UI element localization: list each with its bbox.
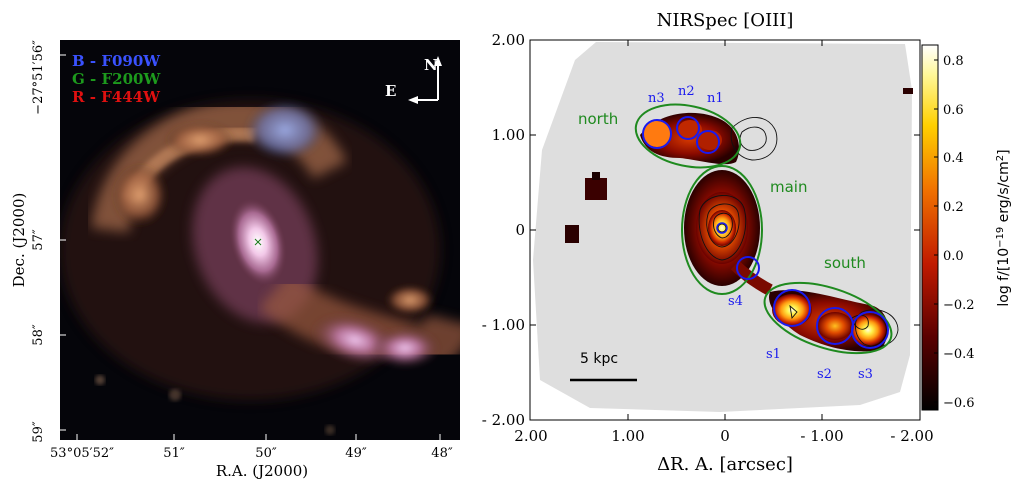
colorbar-tick-3: 0.4 — [943, 151, 964, 166]
legend-green-filter: G - F200W — [72, 70, 161, 88]
colorbar-gradient — [921, 44, 939, 411]
colorbar-tick-1: 0.8 — [943, 54, 964, 69]
map-x-tick-5: - 2.00 — [890, 427, 933, 445]
scale-bar-label: 5 kpc — [580, 351, 618, 367]
aperture-label-s1: s1 — [766, 347, 781, 362]
map-x-tick-1: 2.00 — [514, 427, 547, 445]
left-x-tick-4: 49″ — [345, 446, 367, 461]
spectral-apertures — [642, 116, 889, 349]
emission-map — [533, 42, 913, 412]
map-y-tick-1: 2.00 — [492, 31, 525, 49]
map-x-tick-4: - 1.00 — [800, 427, 843, 445]
map-x-axis-label: ΔR. A. [arcsec] — [657, 454, 793, 475]
isolated-emission-3 — [903, 88, 913, 94]
colorbar-tick-6: −0.2 — [943, 298, 975, 313]
region-label-north: north — [578, 110, 618, 128]
compass-east-label: E — [385, 82, 396, 100]
colorbar-tick-5: 0.0 — [943, 249, 964, 264]
galaxy-image — [60, 99, 460, 435]
map-axis-ticks — [530, 40, 920, 420]
main-region-ellipse — [681, 165, 763, 295]
colorbar-tick-7: −0.4 — [943, 347, 975, 362]
aperture-s1 — [773, 289, 811, 327]
map-y-tick-3: 0 — [515, 221, 525, 239]
region-label-main: main — [770, 178, 807, 196]
map-y-tick-2: 1.00 — [492, 126, 525, 144]
map-x-tick-2: 1.00 — [611, 427, 644, 445]
left-x-tick-3: 50″ — [255, 446, 277, 461]
aperture-s3 — [851, 311, 889, 349]
map-y-tick-4: - 1.00 — [482, 316, 525, 334]
region-label-south: south — [824, 254, 866, 272]
aperture-label-n1: n1 — [707, 91, 724, 106]
filter-legend: B - F090W G - F200W R - F444W — [72, 52, 161, 106]
aperture-s4 — [736, 256, 760, 280]
left-y-tick-1: −27°51′56″ — [31, 40, 46, 115]
north-arrowhead-icon — [434, 56, 442, 66]
left-y-tick-2: 57″ — [31, 229, 46, 251]
left-x-axis-label: R.A. (J2000) — [216, 462, 308, 480]
colorbar-ticks — [934, 59, 938, 403]
aperture-label-n2: n2 — [678, 84, 695, 99]
map-x-tick-labels: 2.00 1.00 0 - 1.00 - 2.00 — [514, 427, 933, 445]
colorbar-tick-labels: 0.8 0.6 0.4 0.2 0.0 −0.2 −0.4 −0.6 — [943, 54, 975, 411]
south-region-ellipse — [763, 281, 893, 355]
left-frame-ticks — [60, 54, 441, 440]
map-y-tick-5: - 2.00 — [482, 411, 525, 429]
aperture-n3 — [642, 119, 672, 149]
colorbar: 0.8 0.6 0.4 0.2 0.0 −0.2 −0.4 −0.6 log f… — [921, 44, 1012, 411]
colorbar-tick-2: 0.6 — [943, 103, 964, 118]
map-y-tick-labels: 2.00 1.00 0 - 1.00 - 2.00 — [482, 31, 525, 429]
north-region-ellipse — [634, 103, 742, 169]
colorbar-label: log f/[10−19 erg/s/cm2] — [995, 149, 1012, 306]
compass: N E — [385, 56, 442, 104]
colorbar-tick-4: 0.2 — [943, 200, 964, 215]
oiii-map-title: NIRSpec [OIII] — [657, 10, 794, 31]
isolated-emission-2 — [565, 225, 579, 243]
aperture-n2 — [676, 116, 700, 140]
center-marker-icon — [254, 238, 262, 246]
legend-blue-filter: B - F090W — [72, 52, 161, 70]
rgb-image-panel: B - F090W G - F200W R - F444W N E −27°51… — [10, 40, 460, 480]
left-y-tick-4: 59″ — [31, 421, 46, 443]
left-x-tick-1: 53°05′52″ — [50, 446, 114, 461]
left-y-axis-label: Dec. (J2000) — [10, 193, 28, 288]
aperture-label-s2: s2 — [817, 367, 832, 382]
east-arrowhead-icon — [408, 96, 418, 104]
aperture-n1 — [696, 130, 720, 154]
colorbar-tick-8: −0.6 — [943, 396, 975, 411]
legend-red-filter: R - F444W — [72, 88, 161, 106]
north-clump-bright — [643, 121, 671, 147]
aperture-label-s4: s4 — [728, 294, 743, 309]
region-apertures — [634, 103, 893, 355]
isolated-emission-1 — [585, 178, 607, 200]
left-y-tick-3: 58″ — [31, 324, 46, 346]
oiii-map-panel: NIRSpec [OIII] — [482, 10, 1012, 475]
left-x-tick-2: 51″ — [163, 446, 185, 461]
aperture-label-n3: n3 — [648, 91, 665, 106]
map-x-tick-3: 0 — [720, 427, 730, 445]
aperture-label-s3: s3 — [858, 367, 873, 382]
left-x-tick-5: 48″ — [431, 446, 453, 461]
aperture-labels: n3 n2 n1 s4 s1 s2 s3 — [648, 84, 873, 382]
compass-north-label: N — [424, 56, 438, 74]
